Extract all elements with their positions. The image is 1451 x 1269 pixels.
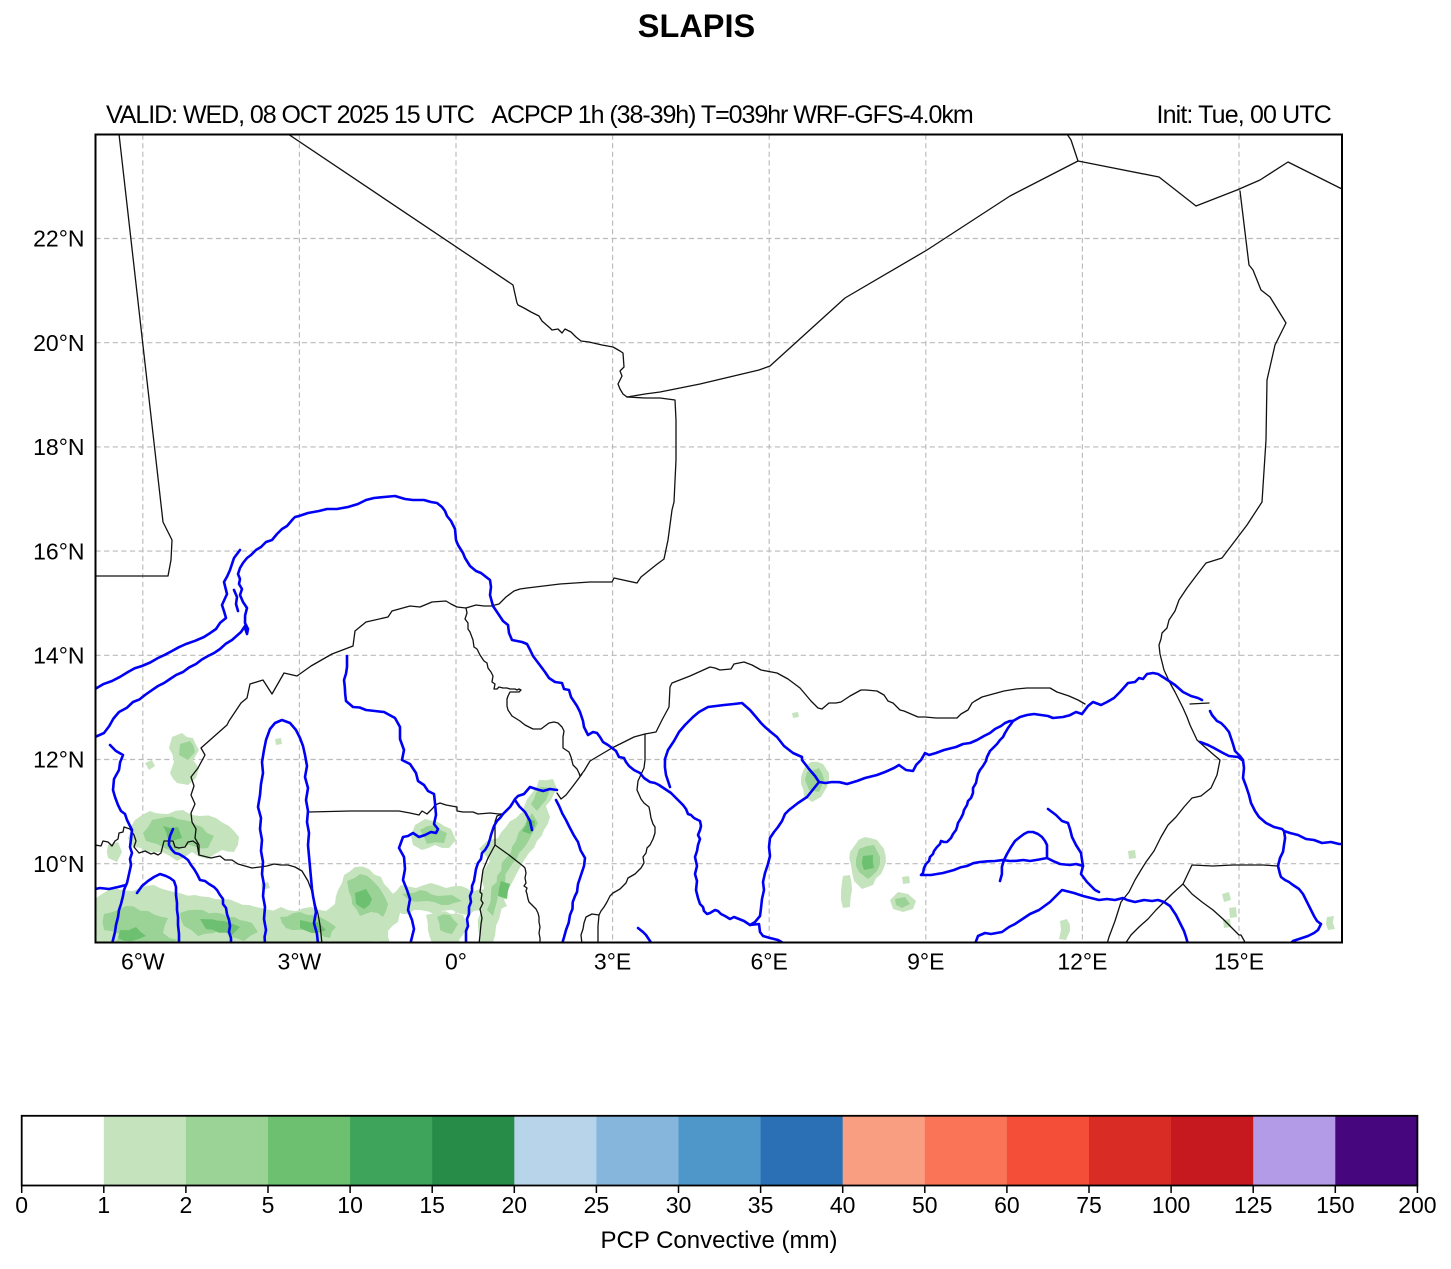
svg-text:22°N: 22°N [33, 226, 84, 252]
svg-text:14°N: 14°N [33, 643, 84, 669]
svg-text:PCP Convective (mm): PCP Convective (mm) [601, 1227, 838, 1254]
svg-text:200: 200 [1398, 1192, 1436, 1218]
svg-text:50: 50 [912, 1192, 938, 1218]
svg-text:0: 0 [15, 1192, 28, 1218]
svg-text:12°N: 12°N [33, 747, 84, 773]
svg-text:12°E: 12°E [1057, 949, 1107, 975]
svg-text:SLAPIS: SLAPIS [638, 8, 755, 44]
svg-text:16°N: 16°N [33, 538, 84, 564]
svg-text:15°E: 15°E [1214, 949, 1264, 975]
svg-text:125: 125 [1234, 1192, 1272, 1218]
svg-text:Init: Tue, 00 UTC: Init: Tue, 00 UTC [1156, 101, 1331, 129]
svg-text:15: 15 [419, 1192, 445, 1218]
svg-text:150: 150 [1316, 1192, 1354, 1218]
svg-text:9°E: 9°E [907, 949, 944, 975]
svg-text:6°E: 6°E [751, 949, 788, 975]
svg-text:20°N: 20°N [33, 330, 84, 356]
svg-text:30: 30 [666, 1192, 692, 1218]
svg-text:5: 5 [262, 1192, 275, 1218]
svg-text:35: 35 [748, 1192, 774, 1218]
svg-text:2: 2 [180, 1192, 193, 1218]
svg-text:20: 20 [502, 1192, 528, 1218]
svg-text:40: 40 [830, 1192, 856, 1218]
svg-text:3°E: 3°E [594, 949, 631, 975]
svg-text:18°N: 18°N [33, 434, 84, 460]
svg-text:25: 25 [584, 1192, 610, 1218]
svg-text:100: 100 [1152, 1192, 1190, 1218]
svg-text:6°W: 6°W [121, 949, 165, 975]
svg-text:0°: 0° [445, 949, 467, 975]
svg-text:60: 60 [994, 1192, 1020, 1218]
svg-text:10°N: 10°N [33, 851, 84, 877]
svg-text:VALID: WED, 08 OCT 2025 15 UTC: VALID: WED, 08 OCT 2025 15 UTC ACPCP 1h … [106, 101, 973, 129]
svg-text:10: 10 [337, 1192, 363, 1218]
svg-text:75: 75 [1076, 1192, 1102, 1218]
svg-text:3°W: 3°W [278, 949, 322, 975]
svg-text:1: 1 [97, 1192, 110, 1218]
